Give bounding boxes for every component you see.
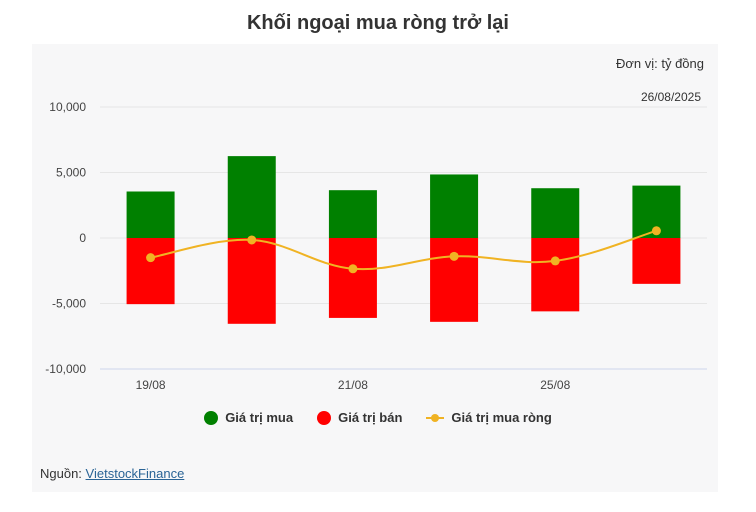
net-point [550, 256, 560, 266]
buy-bar [430, 174, 479, 238]
sell-bar [328, 238, 377, 318]
net-point [449, 251, 459, 261]
sell-bar [227, 238, 276, 324]
y-tick-label: -10,000 [45, 362, 86, 376]
unit-label: Đơn vị: tỷ đồng [615, 56, 704, 71]
net-line [150, 229, 657, 271]
net-point [651, 226, 661, 236]
y-tick-label: 0 [79, 231, 86, 245]
legend-buy-marker [204, 410, 219, 425]
net-point [146, 253, 156, 263]
y-tick-label: -5,000 [52, 297, 86, 311]
buy-bar [328, 190, 377, 238]
legend-buy-label: Giá trị mua [225, 410, 294, 425]
legend: Giá trị mua Giá trị bán Giá trị mua ròng [0, 410, 756, 425]
sell-bar [632, 238, 681, 284]
legend-net-marker [426, 411, 445, 425]
legend-item-sell[interactable]: Giá trị bán [317, 410, 402, 425]
sell-bar [430, 238, 479, 322]
sell-bar [531, 238, 580, 312]
legend-item-buy[interactable]: Giá trị mua [204, 410, 293, 425]
buy-bar [531, 188, 580, 238]
y-tick-label: 5,000 [56, 166, 86, 180]
net-point [247, 235, 257, 245]
buy-bar [126, 191, 175, 238]
sell-bar [126, 238, 175, 305]
legend-sell-label: Giá trị bán [338, 410, 403, 425]
legend-item-net[interactable]: Giá trị mua ròng [426, 410, 552, 425]
net-point [348, 264, 358, 274]
x-tick-label: 21/08 [338, 378, 368, 392]
chart-title: Khối ngoại mua ròng trở lại [246, 12, 509, 34]
source-note: Nguồn: VietstockFinance [40, 466, 184, 481]
legend-sell-marker [317, 410, 332, 425]
legend-net-label: Giá trị mua ròng [451, 410, 552, 425]
buy-bar [227, 156, 276, 238]
x-tick-label: 25/08 [540, 378, 570, 392]
x-tick-label: 19/08 [136, 378, 166, 392]
y-tick-label: 10,000 [49, 100, 86, 114]
source-link[interactable]: VietstockFinance [85, 466, 185, 481]
source-label: Nguồn: [40, 466, 82, 481]
date-label: 26/08/2025 [640, 90, 701, 104]
